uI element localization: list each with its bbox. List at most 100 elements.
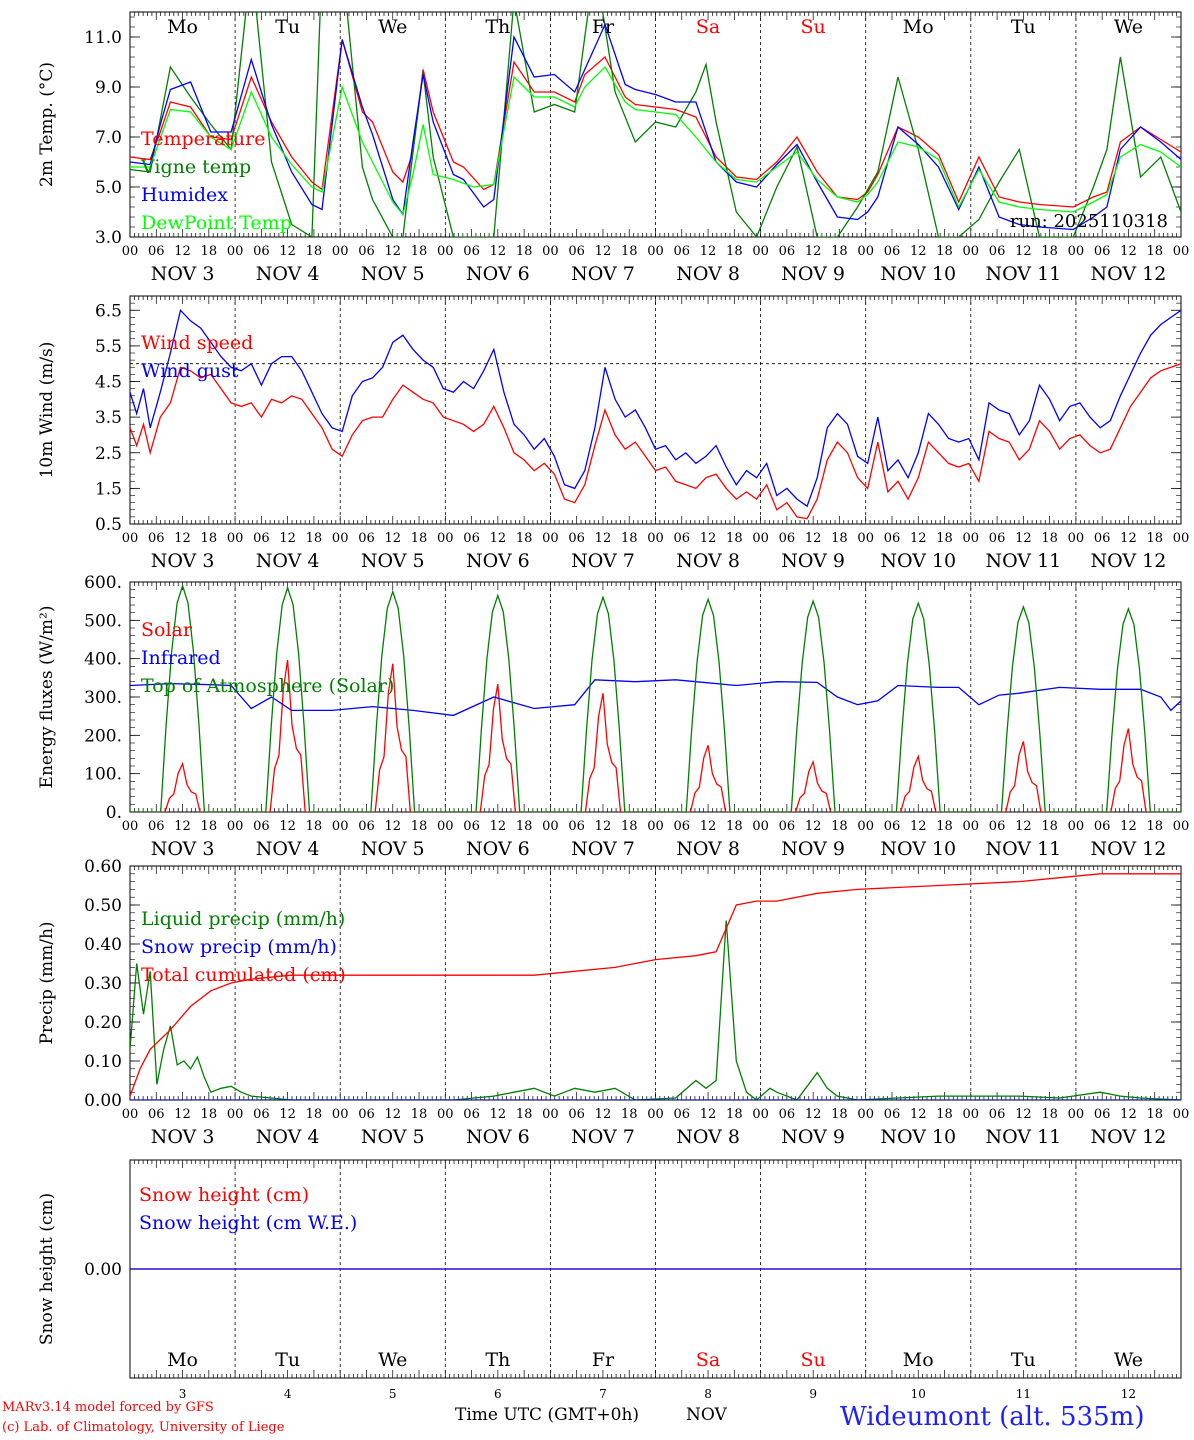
hour-tick-label: 06 xyxy=(568,819,585,834)
hour-tick-label: 18 xyxy=(201,531,218,546)
hour-tick-label: 06 xyxy=(674,244,691,259)
y-tick-label: 2.5 xyxy=(95,444,122,464)
date-label: NOV 5 xyxy=(361,1126,425,1148)
hour-tick-label: 06 xyxy=(674,1107,691,1122)
hour-tick-label: 12 xyxy=(279,244,296,259)
date-label: NOV 3 xyxy=(151,550,215,572)
hour-tick-label: 06 xyxy=(253,819,270,834)
hour-tick-label: 00 xyxy=(437,531,454,546)
hour-tick-label: 00 xyxy=(227,1107,244,1122)
date-label: NOV 12 xyxy=(1091,838,1167,860)
hour-tick-label: 18 xyxy=(1041,819,1058,834)
hour-tick-label: 06 xyxy=(253,1107,270,1122)
date-label: NOV 7 xyxy=(571,263,635,285)
day-number-label: 3 xyxy=(179,1387,187,1401)
hour-tick-label: 18 xyxy=(306,819,323,834)
date-label: NOV 8 xyxy=(676,1126,740,1148)
hour-tick-label: 18 xyxy=(411,531,428,546)
date-label: NOV 3 xyxy=(151,1126,215,1148)
y-axis-title-5: Snow height (cm) xyxy=(37,1193,57,1345)
date-label: NOV 6 xyxy=(466,550,530,572)
date-label: NOV 12 xyxy=(1091,263,1167,285)
hour-tick-label: 18 xyxy=(936,1107,953,1122)
weekday-label-bottom: Tu xyxy=(275,1349,300,1371)
hour-tick-label: 18 xyxy=(201,244,218,259)
hour-tick-label: 18 xyxy=(936,531,953,546)
hour-tick-label: 00 xyxy=(1068,244,1085,259)
hour-tick-label: 00 xyxy=(963,531,980,546)
hour-tick-label: 00 xyxy=(332,531,349,546)
series-top-of-atmosphere-solar- xyxy=(130,583,1181,812)
date-label: NOV 9 xyxy=(781,838,845,860)
hour-tick-label: 00 xyxy=(752,1107,769,1122)
date-label: NOV 5 xyxy=(361,838,425,860)
hour-tick-label: 06 xyxy=(989,819,1006,834)
y-tick-label: 5.5 xyxy=(95,337,122,357)
weekday-label-bottom: We xyxy=(1114,1349,1143,1371)
y-axis-title-3: Energy fluxes (W/m²) xyxy=(37,606,57,789)
hour-tick-label: 18 xyxy=(621,244,638,259)
legend-entry: Wind speed xyxy=(141,332,253,354)
hour-tick-label: 06 xyxy=(358,819,375,834)
hour-tick-label: 18 xyxy=(306,244,323,259)
hour-tick-label: 06 xyxy=(989,531,1006,546)
hour-tick-label: 00 xyxy=(963,244,980,259)
weekday-label-top: Su xyxy=(801,16,826,38)
hour-tick-label: 12 xyxy=(1120,1107,1137,1122)
legend-entry: Solar xyxy=(141,619,193,641)
series-vigne-temp xyxy=(130,12,1181,237)
hour-tick-label: 12 xyxy=(1015,244,1032,259)
hour-tick-label: 18 xyxy=(936,244,953,259)
legend-entry: Liquid precip (mm/h) xyxy=(141,908,345,930)
hour-tick-label: 06 xyxy=(463,244,480,259)
hour-tick-label: 18 xyxy=(726,819,743,834)
hour-tick-label: 06 xyxy=(463,819,480,834)
date-label: NOV 7 xyxy=(571,1126,635,1148)
panel-2: 0.5 1.5 2.5 3.5 4.5 5.5 6.5 Wind speed Wind gust… xyxy=(95,295,1189,572)
y-tick-label: 3.5 xyxy=(95,408,122,428)
y-tick-label: 0. xyxy=(106,803,122,823)
hour-tick-label: 12 xyxy=(174,531,191,546)
day-number-label: 7 xyxy=(599,1387,607,1401)
hour-tick-label: 12 xyxy=(490,244,507,259)
hour-tick-label: 06 xyxy=(148,819,165,834)
weekday-label-top: Mo xyxy=(167,16,198,38)
hour-tick-label: 12 xyxy=(595,1107,612,1122)
panel-4: 0.00 0.10 0.20 0.30 0.40 0.50 0.60 Liquid preci… xyxy=(84,857,1189,1148)
weekday-label-bottom: Th xyxy=(485,1349,510,1371)
panel-3: 0. 100. 200. 300. 400. 500. 600. Solar Infrared T… xyxy=(84,573,1189,860)
hour-tick-label: 12 xyxy=(805,1107,822,1122)
weekday-label-top: Th xyxy=(485,16,510,38)
weekday-label-top: Mo xyxy=(903,16,934,38)
date-label: NOV 11 xyxy=(985,263,1061,285)
y-tick-label: 200. xyxy=(84,726,122,746)
series-group xyxy=(130,308,1181,520)
legend-entry: Snow precip (mm/h) xyxy=(141,936,337,958)
hour-tick-label: 12 xyxy=(1015,531,1032,546)
hour-tick-label: 12 xyxy=(700,1107,717,1122)
station-title: Wideumont (alt. 535m) xyxy=(840,1402,1145,1432)
date-label: NOV 12 xyxy=(1091,1126,1167,1148)
hour-tick-label: 00 xyxy=(122,244,139,259)
y-tick-label: 6.5 xyxy=(95,301,122,321)
hour-tick-label: 00 xyxy=(752,531,769,546)
hour-tick-label: 18 xyxy=(516,1107,533,1122)
hour-tick-label: 00 xyxy=(647,1107,664,1122)
hour-tick-label: 18 xyxy=(306,531,323,546)
hour-tick-label: 18 xyxy=(411,1107,428,1122)
hour-tick-label: 00 xyxy=(122,1107,139,1122)
date-label: NOV 3 xyxy=(151,838,215,860)
date-label: NOV 4 xyxy=(256,838,320,860)
day-number-label: 11 xyxy=(1016,1387,1031,1401)
hour-tick-label: 18 xyxy=(201,819,218,834)
hour-tick-label: 18 xyxy=(726,1107,743,1122)
weekday-label-bottom: Su xyxy=(801,1349,826,1371)
hour-tick-label: 12 xyxy=(174,244,191,259)
date-label: NOV 5 xyxy=(361,550,425,572)
y-tick-label: 400. xyxy=(84,650,122,670)
hour-tick-label: 00 xyxy=(1173,244,1190,259)
hour-tick-label: 00 xyxy=(227,531,244,546)
date-label: NOV 7 xyxy=(571,550,635,572)
y-tick-label: 0.5 xyxy=(95,515,122,535)
